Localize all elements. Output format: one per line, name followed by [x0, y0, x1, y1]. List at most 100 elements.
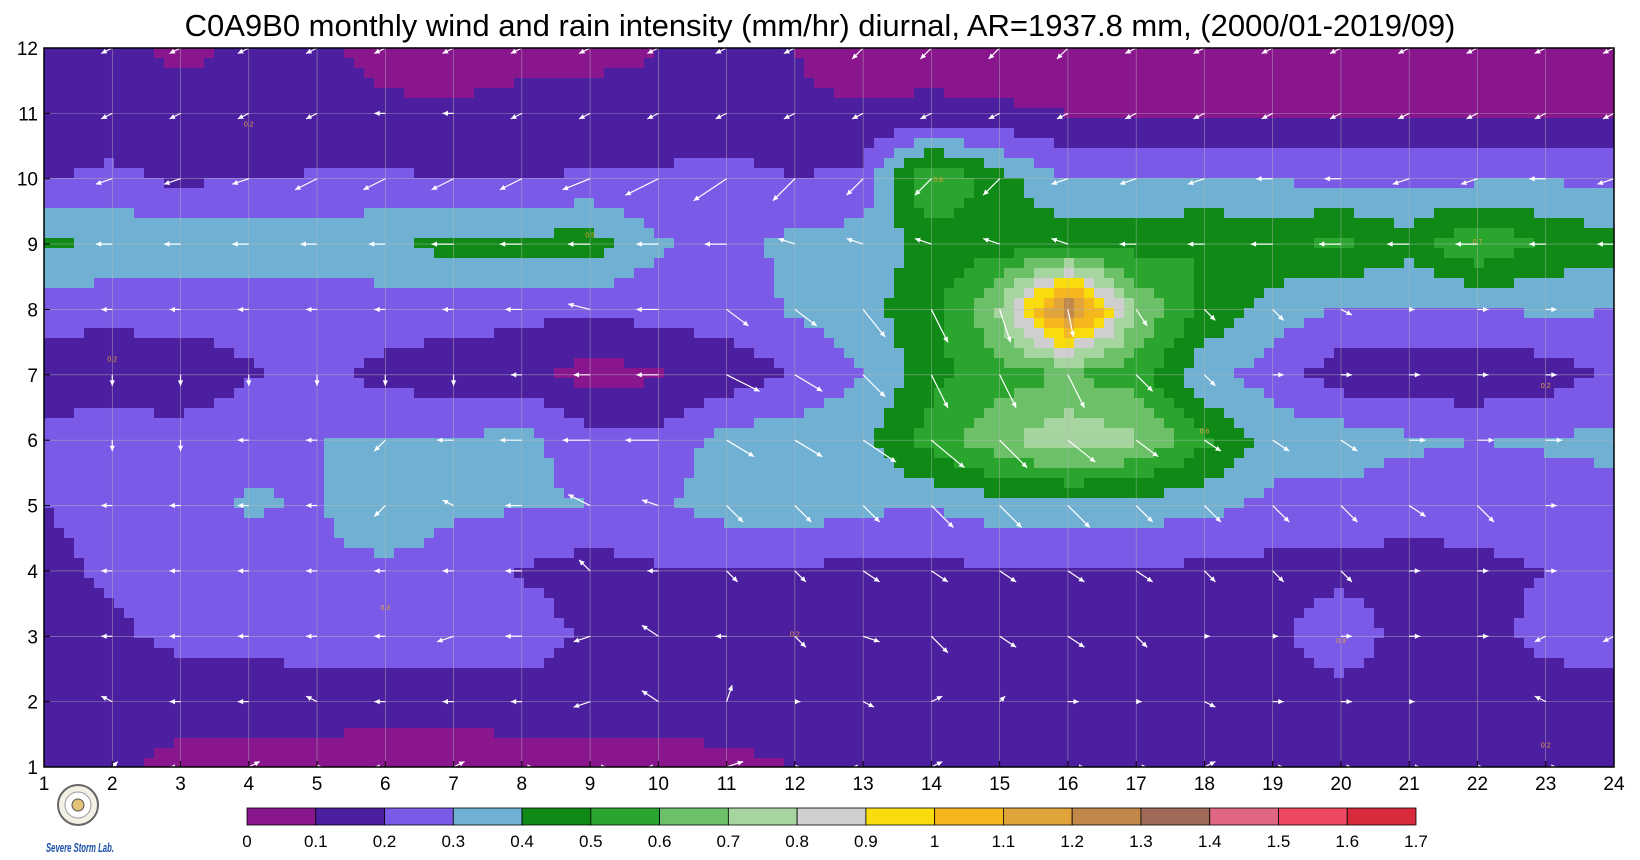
heat-cell [1464, 208, 1475, 219]
heat-cell [1534, 78, 1545, 89]
heat-cell [1034, 158, 1045, 169]
heat-cell [1164, 288, 1175, 299]
heat-cell [1514, 288, 1525, 299]
heat-cell [1474, 248, 1485, 259]
heat-cell [94, 328, 105, 339]
heat-cell [1574, 178, 1585, 189]
heat-cell [44, 128, 55, 139]
heat-cell [1344, 58, 1355, 69]
heat-cell [1214, 278, 1225, 289]
heat-cell [224, 138, 235, 149]
heat-cell [214, 348, 225, 359]
heat-cell [404, 288, 415, 299]
heat-cell [1184, 348, 1195, 359]
heat-cell [1134, 248, 1145, 259]
heat-cell [1114, 248, 1125, 259]
heat-cell [314, 318, 325, 329]
heat-cell [644, 68, 655, 79]
heat-cell [644, 358, 655, 369]
heat-cell [814, 88, 825, 99]
heat-cell [234, 318, 245, 329]
heat-cell [1474, 118, 1485, 129]
heat-cell [1074, 138, 1085, 149]
heat-cell [524, 248, 535, 259]
heat-cell [1244, 268, 1255, 279]
heat-cell [764, 118, 775, 129]
heat-cell [1474, 238, 1485, 249]
heat-cell [224, 198, 235, 209]
heat-cell [1394, 208, 1405, 219]
heat-cell [734, 48, 745, 59]
heat-cell [814, 328, 825, 339]
heat-cell [944, 138, 955, 149]
heat-cell [1094, 268, 1105, 279]
heat-cell [1064, 298, 1075, 309]
heat-cell [594, 198, 605, 209]
heat-cell [554, 278, 565, 289]
heat-cell [424, 258, 435, 269]
heat-cell [1224, 228, 1235, 239]
heat-cell [1424, 338, 1435, 349]
heat-cell [1534, 288, 1545, 299]
heat-cell [364, 258, 375, 269]
heat-cell [944, 78, 955, 89]
heat-cell [934, 148, 945, 159]
heat-cell [784, 168, 795, 179]
heat-cell [544, 58, 555, 69]
heat-cell [814, 278, 825, 289]
heat-cell [614, 148, 625, 159]
heat-cell [924, 258, 935, 269]
heat-cell [564, 328, 575, 339]
heat-cell [574, 298, 585, 309]
heat-cell [524, 328, 535, 339]
heat-cell [84, 288, 95, 299]
heat-cell [1414, 218, 1425, 229]
heat-cell [804, 338, 815, 349]
heat-cell [1184, 168, 1195, 179]
heat-cell [804, 238, 815, 249]
heat-cell [644, 198, 655, 209]
heat-cell [824, 248, 835, 259]
heat-cell [54, 308, 65, 319]
heat-cell [1494, 128, 1505, 139]
heat-cell [1454, 198, 1465, 209]
heat-cell [304, 168, 315, 179]
heat-cell [874, 98, 885, 109]
heat-cell [824, 198, 835, 209]
heat-cell [924, 278, 935, 289]
heat-cell [694, 258, 705, 269]
heat-cell [604, 98, 615, 109]
heat-cell [864, 138, 875, 149]
heat-cell [1394, 78, 1405, 89]
heat-cell [454, 178, 465, 189]
heat-cell [704, 138, 715, 149]
heat-cell [864, 208, 875, 219]
heat-cell [1184, 338, 1195, 349]
heat-cell [1334, 208, 1345, 219]
heat-cell [1334, 348, 1345, 359]
heat-cell [974, 308, 985, 319]
heat-cell [754, 298, 765, 309]
heat-cell [1124, 228, 1135, 239]
heat-cell [1424, 348, 1435, 359]
heat-cell [114, 258, 125, 269]
heat-cell [574, 228, 585, 239]
heat-cell [1144, 258, 1155, 269]
heat-cell [194, 178, 205, 189]
heat-cell [444, 138, 455, 149]
heat-cell [1234, 328, 1245, 339]
heat-cell [334, 158, 345, 169]
heat-cell [764, 178, 775, 189]
heat-cell [74, 358, 85, 369]
heat-cell [1374, 348, 1385, 359]
heat-cell [204, 118, 215, 129]
heat-cell [1044, 78, 1055, 89]
heat-cell [174, 198, 185, 209]
heat-cell [104, 218, 115, 229]
heat-cell [124, 348, 135, 359]
heat-cell [254, 268, 265, 279]
heat-cell [324, 98, 335, 109]
heat-cell [854, 328, 865, 339]
heat-cell [244, 288, 255, 299]
heat-cell [674, 178, 685, 189]
